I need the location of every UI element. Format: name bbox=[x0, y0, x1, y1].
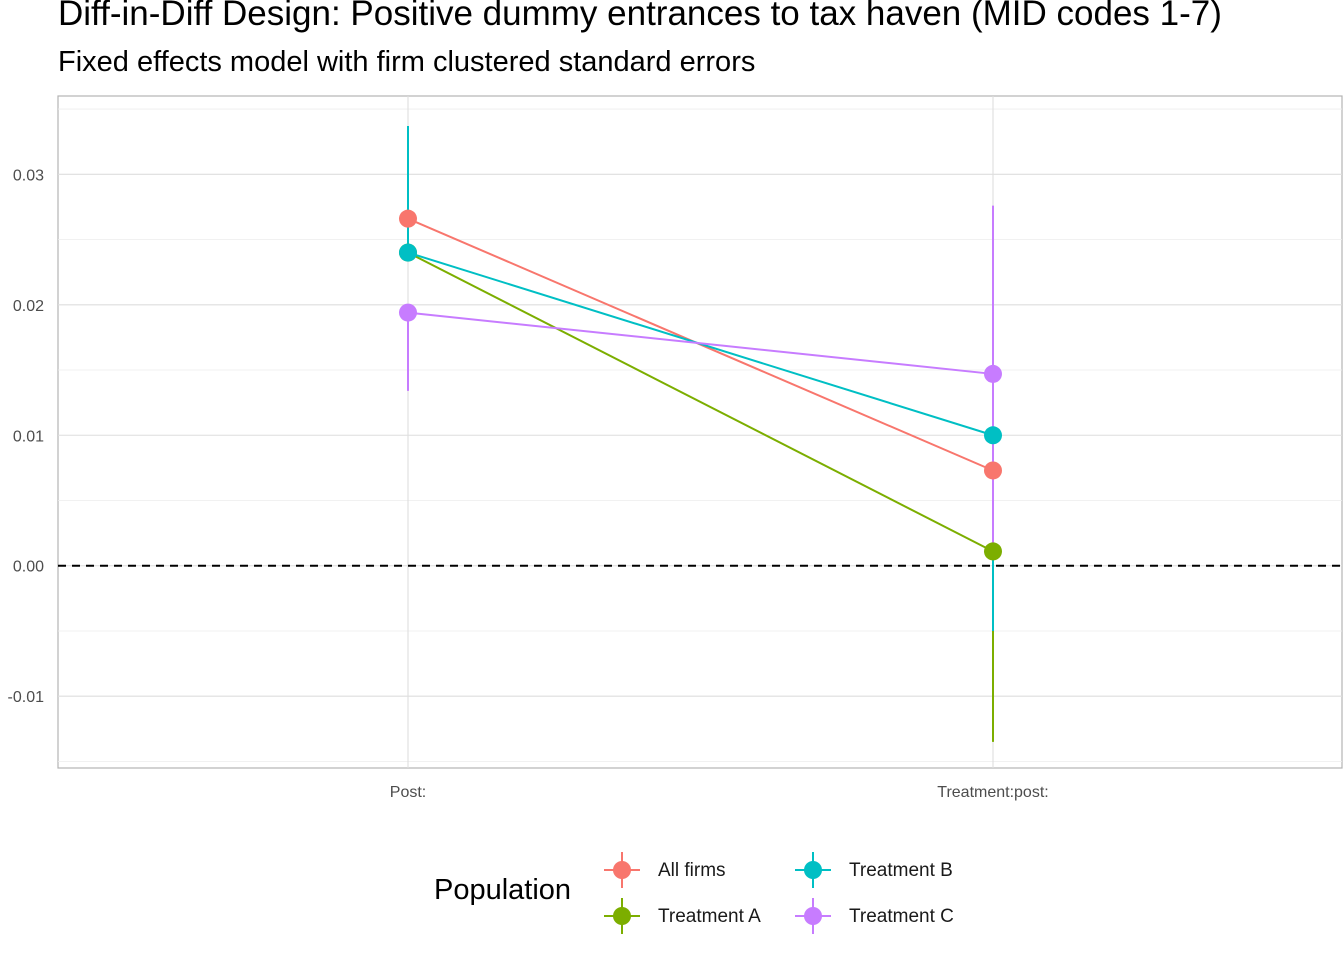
series-line-1 bbox=[407, 251, 994, 553]
data-point-2-1 bbox=[984, 426, 1002, 445]
data-point-0-0 bbox=[399, 209, 417, 228]
legend-key-point bbox=[613, 907, 631, 925]
legend-item: All firms bbox=[602, 850, 802, 890]
legend-label: Treatment C bbox=[849, 906, 954, 927]
legend-key-point bbox=[804, 907, 822, 925]
y-tick-label: -0.01 bbox=[8, 689, 45, 706]
panel-border bbox=[57, 95, 1343, 769]
y-tick-label: 0.02 bbox=[13, 298, 44, 315]
x-axis-ticks: Post: Treatment:post: bbox=[390, 784, 1049, 801]
data-point-3-1 bbox=[984, 364, 1002, 383]
y-tick-label: 0.00 bbox=[13, 559, 44, 576]
y-tick-label: 0.03 bbox=[13, 167, 44, 184]
legend-key bbox=[604, 852, 640, 888]
legend-title: Population bbox=[434, 874, 572, 906]
legend-key bbox=[604, 898, 640, 934]
legend-label: All firms bbox=[658, 860, 726, 881]
chart-subtitle: Fixed effects model with firm clustered … bbox=[58, 46, 756, 78]
x-tick-label: Post: bbox=[390, 784, 426, 801]
legend-key-point bbox=[613, 861, 631, 879]
data-point-2-0 bbox=[399, 243, 417, 262]
legend-key bbox=[795, 852, 831, 888]
legend-item: Treatment C bbox=[793, 896, 993, 936]
chart-title: Diff-in-Diff Design: Positive dummy entr… bbox=[58, 0, 1222, 33]
legend-item: Treatment B bbox=[793, 850, 993, 890]
y-tick-label: 0.01 bbox=[13, 428, 44, 445]
series-points bbox=[399, 209, 1002, 561]
data-point-1-1 bbox=[984, 542, 1002, 561]
y-axis-ticks: -0.01 0.00 0.01 0.02 0.03 bbox=[8, 167, 45, 706]
data-point-0-1 bbox=[984, 461, 1002, 480]
x-tick-label: Treatment:post: bbox=[937, 784, 1048, 801]
legend: Population All firms Treatment A Treatment… bbox=[434, 846, 994, 942]
legend-label: Treatment B bbox=[849, 860, 953, 881]
series-lines bbox=[407, 217, 994, 553]
legend-key bbox=[795, 898, 831, 934]
grid-layer bbox=[57, 95, 1343, 769]
legend-label: Treatment A bbox=[658, 906, 761, 927]
legend-key-point bbox=[804, 861, 822, 879]
error-bars bbox=[407, 126, 994, 742]
legend-item: Treatment A bbox=[602, 896, 802, 936]
data-point-3-0 bbox=[399, 303, 417, 322]
series-line-3 bbox=[407, 311, 994, 375]
